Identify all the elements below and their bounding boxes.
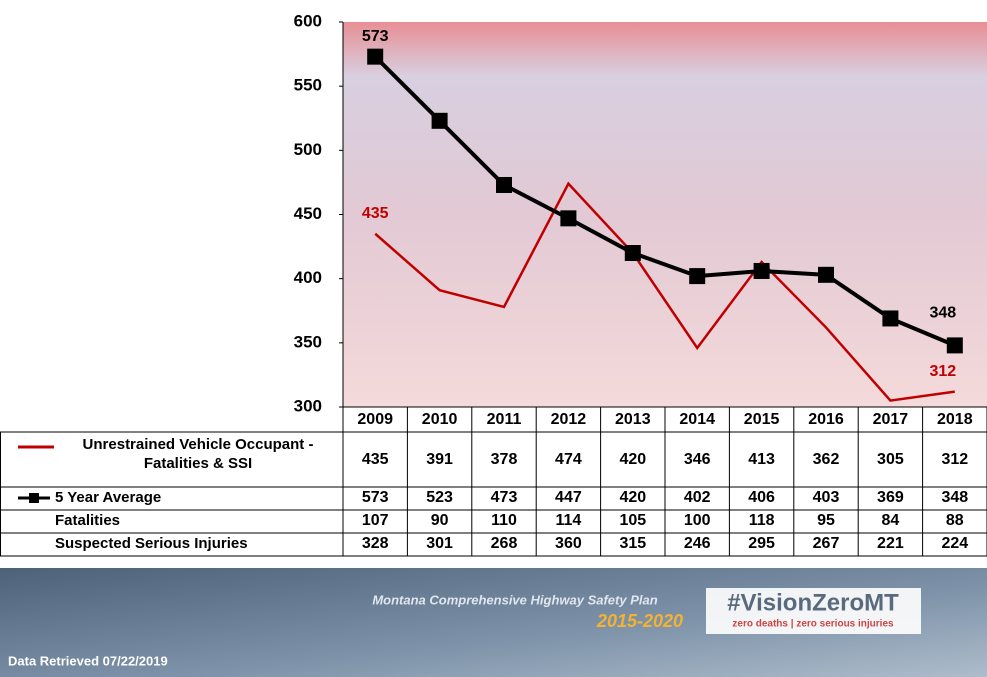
y-tick-label: 550 [294,76,322,95]
marker [689,268,705,284]
x-tick-label: 2014 [679,411,715,428]
marker [625,245,641,261]
x-tick-label: 2012 [551,411,587,428]
table-cell: 447 [555,489,582,506]
table-cell: 84 [882,512,900,529]
y-tick-label: 350 [294,332,322,351]
table-cell: 295 [748,535,775,552]
table-cell: 114 [555,512,581,529]
marker [754,263,770,279]
table-cell: 328 [362,535,389,552]
table-cell: 378 [491,451,518,468]
row-label: 5 Year Average [55,489,161,506]
x-tick-label: 2015 [744,411,780,428]
legend-marker [29,493,39,503]
table-cell: 348 [941,489,968,506]
marker [367,49,383,65]
x-tick-label: 2010 [422,411,458,428]
x-tick-label: 2011 [487,411,522,428]
marker [882,310,898,326]
table-cell: 406 [748,489,775,506]
chart: Montana Comprehensive Highway Safety Pla… [0,0,987,677]
row-label: Fatalities [55,512,120,529]
page: Montana Comprehensive Highway Safety Pla… [0,0,987,677]
y-tick-label: 500 [294,140,322,159]
x-tick-label: 2009 [357,411,393,428]
x-tick-label: 2017 [873,411,909,428]
data-label: 435 [362,205,389,222]
table-cell: 362 [813,451,840,468]
footer-years: 2015-2020 [596,611,683,631]
table-cell: 474 [555,451,582,468]
table-cell: 312 [941,451,968,468]
table-cell: 100 [684,512,711,529]
y-tick-label: 450 [294,204,322,223]
table-cell: 118 [749,512,775,529]
plot-background [343,22,987,407]
table-cell: 402 [684,489,711,506]
table-cell: 268 [491,535,518,552]
table-cell: 224 [941,535,968,552]
table-cell: 301 [426,535,453,552]
table-cell: 420 [619,451,646,468]
table-cell: 369 [877,489,904,506]
table-cell: 473 [491,489,518,506]
y-tick-label: 400 [294,268,322,287]
table-cell: 523 [426,489,453,506]
y-tick-label: 300 [294,396,322,415]
table-cell: 573 [362,489,389,506]
x-tick-label: 2018 [937,411,973,428]
table-cell: 95 [817,512,835,529]
legend-label: Unrestrained Vehicle Occupant - Fataliti… [56,435,340,473]
marker [947,337,963,353]
table-cell: 403 [813,489,840,506]
y-tick-label: 600 [294,11,322,30]
table-cell: 267 [813,535,840,552]
x-tick-label: 2013 [615,411,651,428]
data-label: 312 [929,363,956,380]
data-label: 573 [362,28,389,45]
x-tick-label: 2016 [808,411,844,428]
row-label: Suspected Serious Injuries [55,535,248,552]
marker [432,113,448,129]
table-cell: 346 [684,451,711,468]
marker [496,177,512,193]
footer-plan: Montana Comprehensive Highway Safety Pla… [372,592,657,607]
table-cell: 110 [491,512,517,529]
data-label: 348 [929,305,956,322]
table-cell: 360 [555,535,582,552]
table-cell: 221 [877,535,904,552]
marker [560,210,576,226]
table-cell: 315 [619,535,646,552]
table-cell: 435 [362,451,389,468]
table-cell: 413 [748,451,775,468]
table-cell: 420 [619,489,646,506]
table-cell: 107 [362,512,389,529]
table-cell: 391 [426,451,453,468]
footer-retrieved: Data Retrieved 07/22/2019 [8,653,168,668]
table-cell: 105 [619,512,646,529]
marker [818,267,834,283]
table-cell: 90 [431,512,449,529]
table-cell: 305 [877,451,904,468]
table-cell: 88 [946,512,964,529]
footer-hashtag: #VisionZeroMT [727,589,899,616]
table-cell: 246 [684,535,711,552]
footer-tagline: zero deaths | zero serious injuries [732,619,894,630]
